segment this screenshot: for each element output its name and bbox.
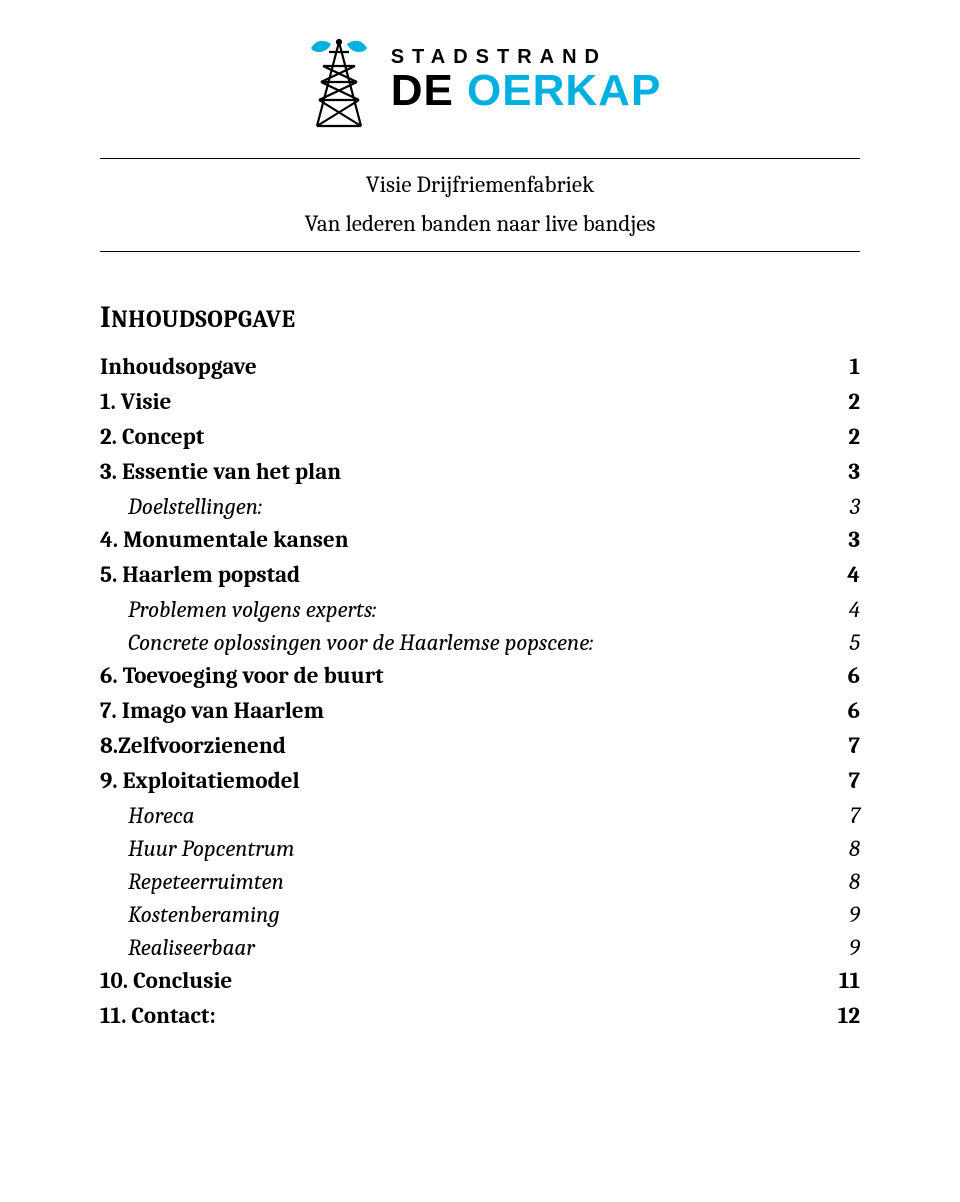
toc-label: Realiseerbaar — [100, 934, 820, 961]
toc-page: 4 — [820, 596, 860, 623]
toc-row: 9. Exploitatiemodel7 — [100, 767, 860, 794]
toc-row: 4. Monumentale kansen3 — [100, 526, 860, 553]
table-of-contents: Inhoudsopgave11. Visie22. Concept23. Ess… — [100, 353, 860, 1029]
toc-page: 12 — [820, 1002, 860, 1029]
toc-row: 2. Concept2 — [100, 423, 860, 450]
toc-label: 3. Essentie van het plan — [100, 458, 820, 485]
toc-page: 8 — [820, 835, 860, 862]
toc-label: Repeteerruimten — [100, 868, 820, 895]
toc-row: Concrete oplossingen voor de Haarlemse p… — [100, 629, 860, 656]
toc-page: 3 — [820, 493, 860, 520]
toc-page: 5 — [820, 629, 860, 656]
toc-row: 6. Toevoeging voor de buurt6 — [100, 662, 860, 689]
toc-page: 3 — [820, 458, 860, 485]
toc-page: 7 — [820, 767, 860, 794]
toc-label: 6. Toevoeging voor de buurt — [100, 662, 820, 689]
logo-region: STADSTRAND DE OERKAP — [100, 30, 860, 130]
toc-label: Horeca — [100, 802, 820, 829]
toc-heading-rest: NHOUDSOPGAVE — [111, 305, 295, 333]
toc-row: 3. Essentie van het plan3 — [100, 458, 860, 485]
toc-page: 7 — [820, 802, 860, 829]
toc-row: 5. Haarlem popstad4 — [100, 561, 860, 588]
toc-label: Huur Popcentrum — [100, 835, 820, 862]
toc-label: 10. Conclusie — [100, 967, 820, 994]
toc-page: 9 — [820, 934, 860, 961]
toc-page: 1 — [820, 353, 860, 380]
doc-title-line2: Van lederen banden naar live bandjes — [100, 210, 860, 237]
toc-page: 7 — [820, 732, 860, 759]
toc-label: 8.Zelfvoorzienend — [100, 732, 820, 759]
toc-label: Inhoudsopgave — [100, 353, 820, 380]
toc-label: Doelstellingen: — [100, 493, 820, 520]
logo-text: STADSTRAND DE OERKAP — [391, 47, 662, 113]
toc-row: Problemen volgens experts:4 — [100, 596, 860, 623]
tower-icon — [299, 30, 379, 130]
toc-page: 3 — [820, 526, 860, 553]
title-block: Visie Drijfriemenfabriek Van lederen ban… — [100, 158, 860, 252]
toc-row: Inhoudsopgave1 — [100, 353, 860, 380]
logo-top-text: STADSTRAND — [391, 47, 662, 67]
toc-label: 11. Contact: — [100, 1002, 820, 1029]
toc-row: 8.Zelfvoorzienend7 — [100, 732, 860, 759]
toc-heading: INHOUDSOPGAVE — [100, 300, 860, 335]
toc-row: 11. Contact:12 — [100, 1002, 860, 1029]
toc-label: 2. Concept — [100, 423, 820, 450]
toc-label: Kostenberaming — [100, 901, 820, 928]
toc-row: Horeca7 — [100, 802, 860, 829]
toc-label: 1. Visie — [100, 388, 820, 415]
toc-label: 5. Haarlem popstad — [100, 561, 820, 588]
toc-label: 4. Monumentale kansen — [100, 526, 820, 553]
logo-main-text: DE OERKAP — [391, 69, 662, 113]
toc-page: 2 — [820, 388, 860, 415]
toc-row: 7. Imago van Haarlem6 — [100, 697, 860, 724]
toc-row: Kostenberaming9 — [100, 901, 860, 928]
toc-page: 9 — [820, 901, 860, 928]
toc-row: Huur Popcentrum8 — [100, 835, 860, 862]
toc-page: 6 — [820, 697, 860, 724]
toc-heading-first: I — [100, 300, 111, 335]
toc-row: 1. Visie2 — [100, 388, 860, 415]
toc-page: 6 — [820, 662, 860, 689]
toc-row: Doelstellingen:3 — [100, 493, 860, 520]
toc-label: Concrete oplossingen voor de Haarlemse p… — [100, 629, 820, 656]
toc-page: 8 — [820, 868, 860, 895]
toc-page: 11 — [820, 967, 860, 994]
toc-row: 10. Conclusie11 — [100, 967, 860, 994]
toc-row: Realiseerbaar9 — [100, 934, 860, 961]
toc-row: Repeteerruimten8 — [100, 868, 860, 895]
toc-page: 2 — [820, 423, 860, 450]
doc-title-line1: Visie Drijfriemenfabriek — [100, 171, 860, 198]
toc-page: 4 — [820, 561, 860, 588]
toc-label: 7. Imago van Haarlem — [100, 697, 820, 724]
toc-label: Problemen volgens experts: — [100, 596, 820, 623]
toc-label: 9. Exploitatiemodel — [100, 767, 820, 794]
